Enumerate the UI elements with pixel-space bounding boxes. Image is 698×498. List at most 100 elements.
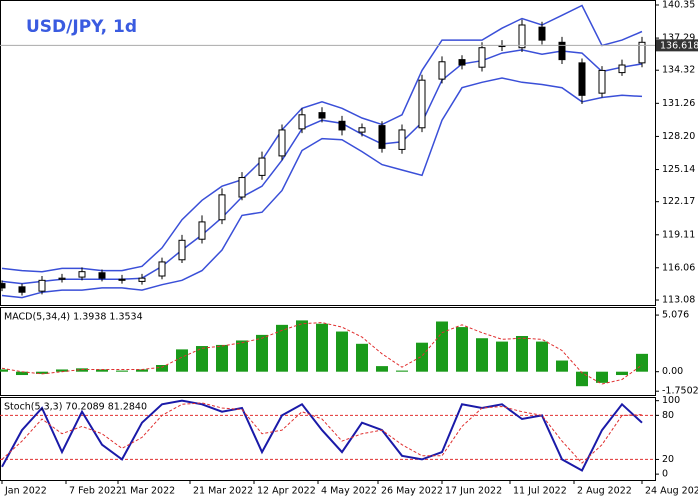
macd-bar — [76, 368, 88, 372]
candle-body — [258, 157, 266, 176]
macd-bar — [556, 360, 568, 372]
candle-body — [18, 286, 26, 293]
y-tick-label: 134.32 — [662, 65, 695, 76]
macd-bar — [516, 335, 528, 372]
stoch-line — [1, 399, 643, 472]
x-tick-label: 1 Mar 2022 — [121, 486, 175, 497]
macd-bar — [356, 343, 368, 372]
x-tick-label: 11 Jul 2022 — [513, 486, 567, 497]
candle-body — [238, 177, 246, 198]
candle-body — [458, 59, 466, 66]
candle-body — [438, 61, 446, 80]
panel-frame — [0, 0, 656, 306]
x-tick-label: 12 Apr 2022 — [257, 486, 316, 497]
macd-bar — [596, 371, 608, 383]
candle-body — [618, 64, 626, 74]
macd-bar — [196, 346, 208, 372]
macd-bar — [256, 334, 268, 372]
x-tick-label: 7 Feb 2022 — [69, 486, 122, 497]
macd-bar — [436, 321, 448, 372]
candle-body — [278, 129, 286, 157]
candle-body — [418, 79, 426, 129]
macd-bar — [576, 371, 588, 387]
y-tick-label: 80 — [662, 410, 674, 421]
macd-bar — [96, 369, 108, 372]
macd-bar — [396, 370, 408, 372]
y-tick-label: 0 — [662, 469, 668, 480]
y-tick-label: 131.26 — [662, 98, 695, 109]
candle-body — [218, 194, 226, 221]
band-line — [1, 4, 643, 273]
candle-body — [118, 278, 126, 281]
macd-bar — [416, 342, 428, 372]
candle-body — [638, 41, 646, 64]
indicator-title: Stoch(5,3,3) 70.2089 81.2840 — [4, 402, 147, 413]
x-tick-label: 26 May 2022 — [381, 486, 443, 497]
y-tick-label: 113.08 — [662, 295, 695, 306]
panel-frame — [0, 307, 656, 396]
macd-bar — [156, 364, 168, 372]
chart-title: USD/JPY, 1d — [26, 17, 137, 37]
last-price-box — [656, 39, 698, 52]
candle-body — [0, 283, 6, 289]
stoch-line — [1, 402, 643, 464]
candle-body — [158, 261, 166, 277]
y-tick-label: 122.17 — [662, 196, 695, 207]
candle-body — [358, 127, 366, 133]
macd-bar — [136, 369, 148, 372]
panel-frame — [0, 397, 656, 481]
candle-body — [478, 47, 486, 68]
y-tick-label: 20 — [662, 454, 674, 465]
candle-body — [538, 26, 546, 41]
macd-bar — [56, 369, 68, 372]
candle-body — [598, 69, 606, 94]
macd-bar — [616, 371, 628, 376]
candle-body — [78, 271, 86, 278]
macd-bar — [536, 341, 548, 372]
y-tick-label: 128.20 — [662, 131, 695, 142]
macd-bar — [0, 369, 8, 372]
macd-bar — [296, 320, 308, 372]
macd-bar — [236, 340, 248, 372]
macd-bar — [456, 327, 468, 372]
y-tick-label: 119.11 — [662, 229, 695, 240]
y-tick-label: 140.35 — [662, 0, 695, 10]
macd-bar — [376, 366, 388, 372]
macd-bar — [496, 341, 508, 372]
x-tick-label: 4 May 2022 — [321, 486, 377, 497]
x-tick-label: 17 Jun 2022 — [445, 486, 502, 497]
x-tick-label: 24 Aug 2022 — [645, 486, 698, 497]
macd-bar — [316, 323, 328, 372]
last-price-label: 136.618 — [660, 40, 698, 51]
y-tick-label: 137.29 — [662, 33, 695, 44]
x-tick-label: Jan 2022 — [4, 486, 47, 497]
candle-body — [318, 112, 326, 119]
candle-body — [38, 279, 46, 292]
macd-bar — [636, 353, 648, 372]
y-tick-label: 125.14 — [662, 164, 695, 175]
x-tick-label: 2 Aug 2022 — [577, 486, 632, 497]
candle-body — [518, 24, 526, 49]
band-line — [1, 77, 643, 299]
y-tick-label: 116.06 — [662, 262, 695, 273]
macd-bar — [476, 338, 488, 372]
y-tick-label: 5.076 — [662, 310, 689, 321]
signal-line — [1, 322, 643, 385]
x-tick-label: 21 Mar 2022 — [193, 486, 253, 497]
y-tick-label: 100 — [662, 395, 680, 406]
y-tick-label: 0.00 — [662, 366, 683, 377]
indicator-title: MACD(5,34,4) 1.3938 1.3534 — [4, 312, 143, 323]
candle-body — [98, 272, 106, 279]
candle-body — [578, 62, 586, 96]
macd-bar — [216, 344, 228, 372]
macd-bar — [276, 324, 288, 372]
macd-bar — [16, 371, 28, 376]
candle-body — [378, 125, 386, 149]
candle-body — [178, 239, 186, 261]
candle-body — [298, 114, 306, 130]
candle-body — [398, 129, 406, 150]
candle-body — [198, 221, 206, 240]
candle-body — [58, 277, 66, 280]
